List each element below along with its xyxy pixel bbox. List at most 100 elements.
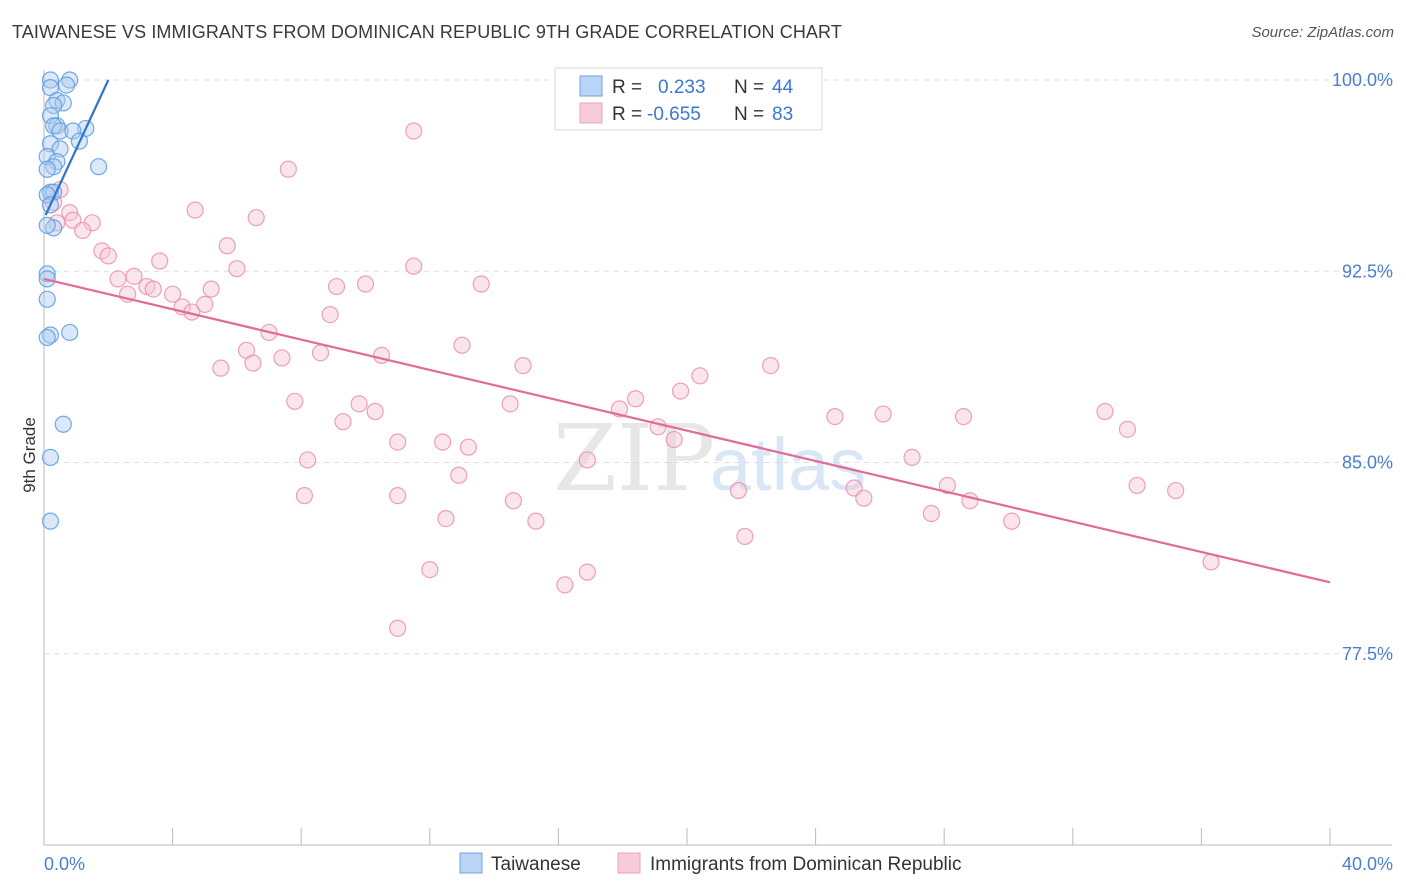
dominican-point-33	[244, 354, 262, 372]
legend-n-value-2: 83	[772, 104, 793, 125]
legend-n-value-1: 44	[772, 77, 794, 98]
dominican-point-75	[437, 509, 455, 528]
dominican-point-79	[421, 560, 439, 579]
dominican-point-39	[514, 357, 532, 375]
dominican-point-26	[202, 280, 220, 298]
correlation-legend: R = 0.233 N = 44 R = -0.655 N = 83	[554, 67, 823, 131]
series-dominican-republic	[45, 122, 1220, 637]
dominican-point-68	[1167, 481, 1185, 500]
dominican-point-59	[665, 430, 683, 449]
y-tick-label-0: 100.0%	[1332, 70, 1393, 90]
taiwanese-point-5	[54, 94, 72, 112]
bottom-legend-swatch-taiwanese	[459, 852, 483, 874]
taiwanese-point-14	[41, 135, 60, 153]
taiwanese-point-27	[38, 265, 56, 283]
dominican-point-61	[903, 448, 921, 466]
dominican-point-63	[450, 466, 468, 484]
taiwanese-point-34	[41, 448, 60, 466]
dominican-point-29	[196, 295, 214, 313]
dominican-point-22	[356, 275, 375, 293]
dominican-point-67	[1128, 476, 1146, 495]
taiwanese-trend-line	[44, 79, 110, 216]
x-tick-label-0: 0.0%	[44, 854, 85, 874]
legend-swatch-blue	[579, 75, 603, 97]
legend-r-label-2: R =	[612, 104, 642, 125]
dominican-point-57	[434, 433, 452, 451]
dominican-point-71	[504, 492, 522, 510]
watermark-atlas: atlas	[710, 423, 866, 506]
legend-n-label-1: N =	[734, 77, 764, 98]
dominican-point-5	[73, 221, 92, 240]
dominican-point-54	[1118, 420, 1137, 438]
dominican-point-69	[295, 487, 314, 505]
bottom-legend-label-taiwanese: Taiwanese	[491, 854, 581, 875]
dominican-point-70	[389, 487, 407, 505]
taiwanese-point-30	[41, 326, 60, 344]
taiwanese-point-12	[64, 122, 82, 140]
dominican-point-55	[334, 413, 352, 431]
taiwanese-point-6	[45, 96, 63, 115]
dominican-point-80	[578, 563, 596, 581]
legend-swatch-pink	[579, 102, 603, 124]
axes	[43, 70, 1392, 846]
dominican-point-60	[578, 451, 596, 469]
legend-r-value-1: 0.233	[658, 77, 706, 98]
taiwanese-point-20	[38, 160, 56, 178]
taiwanese-point-35	[41, 512, 60, 530]
watermark: ZIP atlas	[553, 405, 866, 512]
taiwanese-point-29	[38, 290, 56, 308]
y-tick-label-1: 92.5%	[1342, 261, 1393, 281]
dominican-point-47	[626, 390, 645, 408]
x-tick-label-1: 40.0%	[1342, 854, 1393, 874]
dominican-point-15	[228, 260, 246, 278]
dominican-point-49	[671, 382, 690, 400]
dominican-point-62	[299, 451, 317, 469]
dominican-point-52	[954, 408, 973, 426]
dominican-point-14	[151, 252, 169, 270]
dominican-point-21	[327, 277, 346, 296]
dominican-point-8	[247, 209, 265, 227]
chart-title: TAIWANESE VS IMMIGRANTS FROM DOMINICAN R…	[12, 22, 842, 42]
dominican-point-66	[938, 476, 957, 495]
taiwanese-point-7	[41, 107, 60, 125]
legend-n-label-2: N =	[734, 104, 764, 125]
tick-labels: 100.0% 92.5% 85.0% 77.5% 0.0% 40.0%	[44, 70, 1393, 874]
y-tick-label-3: 77.5%	[1342, 644, 1393, 664]
dominican-point-41	[761, 357, 780, 375]
dominican-point-7	[186, 201, 204, 219]
trend-lines	[43, 79, 1331, 584]
watermark-zip: ZIP	[553, 405, 715, 512]
taiwanese-point-16	[38, 147, 56, 166]
dominican-point-72	[855, 489, 873, 507]
dominican-point-18	[125, 267, 143, 285]
dominican-point-53	[1096, 402, 1114, 421]
dominican-point-38	[212, 359, 230, 377]
dominican-point-34	[273, 349, 291, 367]
dominican-point-25	[164, 285, 182, 303]
taiwanese-point-19	[90, 158, 108, 176]
dominican-point-44	[366, 402, 384, 421]
legend-r-value-2: -0.655	[647, 104, 701, 125]
dominican-point-48	[649, 418, 667, 436]
series-taiwanese	[38, 71, 108, 530]
dominican-point-20	[144, 280, 162, 298]
dominican-trend-line	[43, 277, 1331, 584]
y-axis-title: 9th Grade	[20, 417, 39, 493]
source-label: Source: ZipAtlas.com	[1251, 24, 1394, 41]
y-tick-label-2: 85.0%	[1342, 453, 1393, 473]
taiwanese-point-10	[51, 122, 69, 140]
taiwanese-point-33	[54, 415, 72, 433]
dominican-point-12	[99, 247, 117, 265]
dominican-point-10	[405, 122, 423, 140]
dominican-point-9	[279, 160, 297, 178]
dominican-point-43	[350, 395, 368, 413]
dominican-point-82	[389, 619, 407, 637]
dominican-point-16	[405, 257, 423, 275]
dominican-point-50	[826, 408, 844, 426]
dominican-point-6	[48, 214, 66, 232]
legend-r-label-1: R =	[612, 77, 642, 98]
dominican-point-74	[922, 504, 940, 523]
dominican-point-76	[527, 512, 545, 530]
dominican-point-81	[556, 576, 574, 594]
